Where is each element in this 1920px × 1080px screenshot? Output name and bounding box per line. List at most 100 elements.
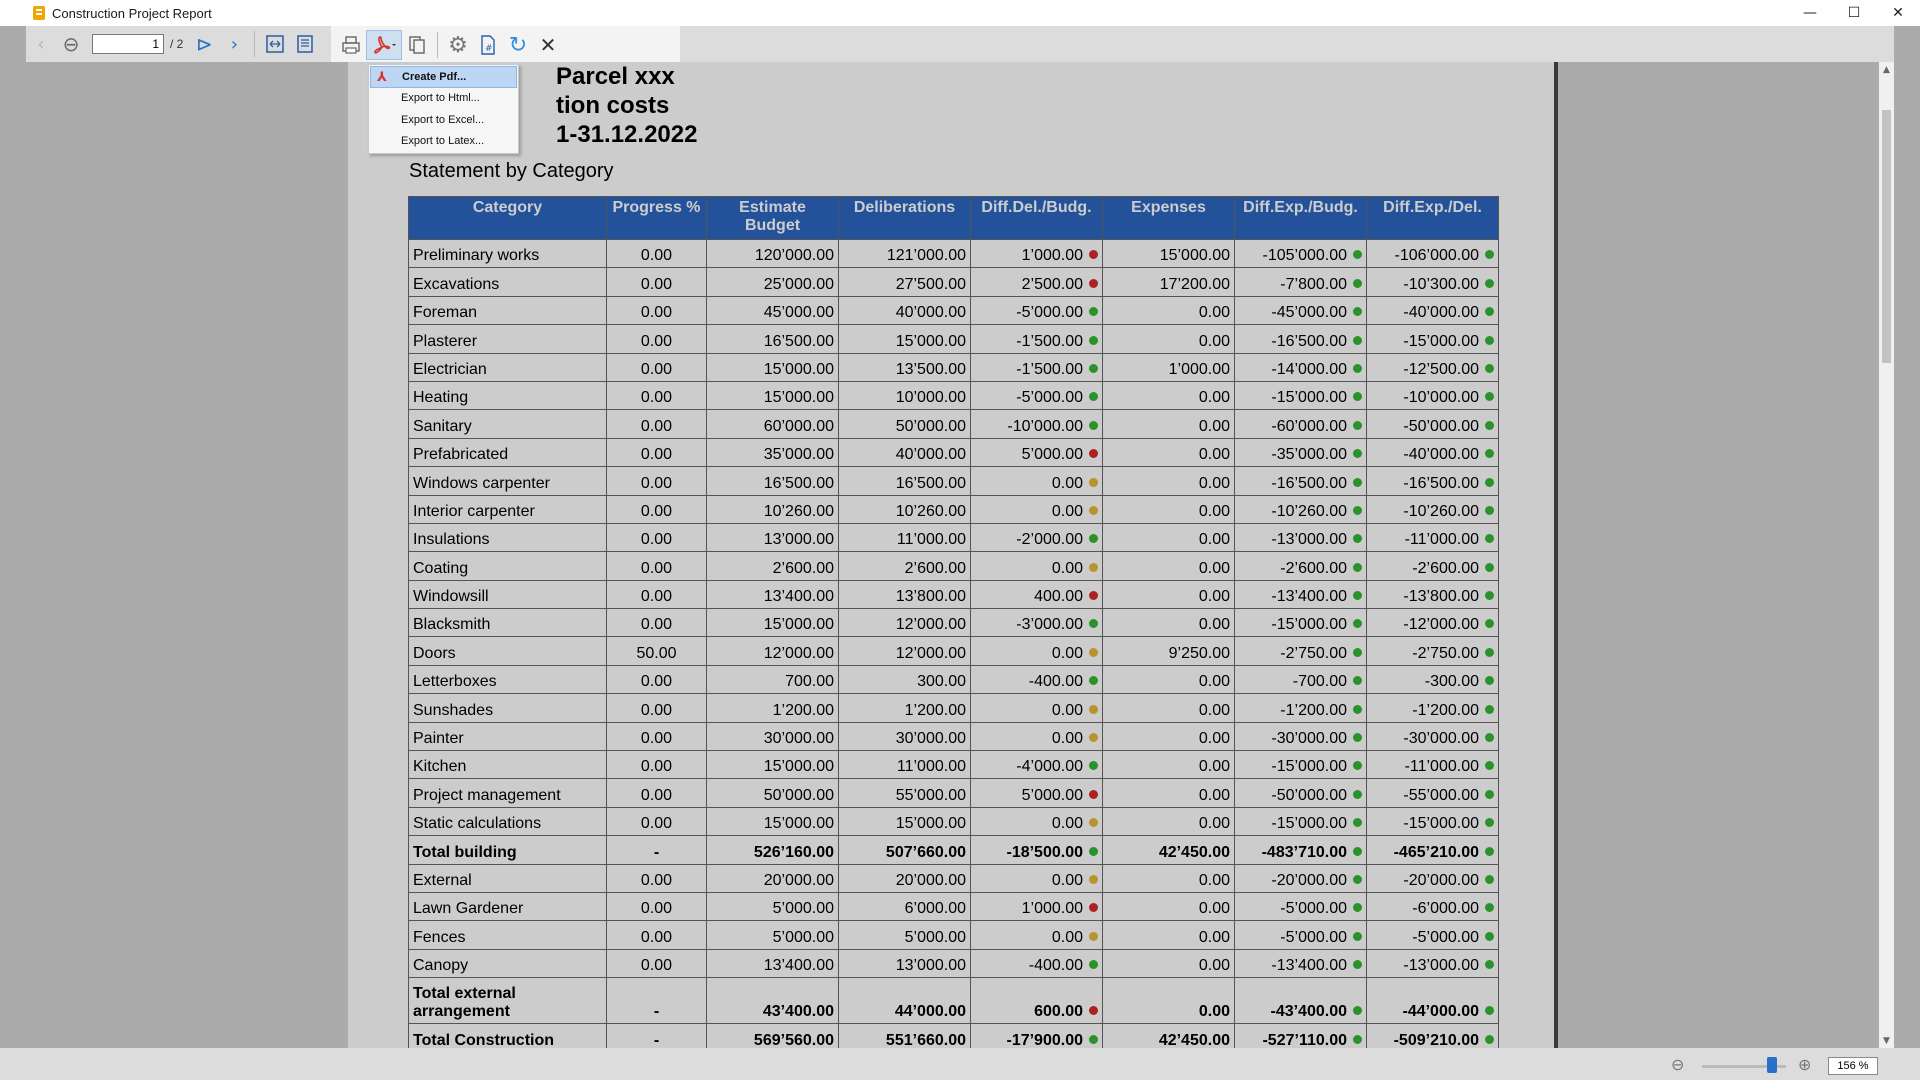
status-dot-icon	[1089, 278, 1098, 288]
menu-item-create-pdf[interactable]: ⅄ Create Pdf...	[370, 66, 517, 88]
zoom-out-icon[interactable]: ⊖	[1671, 1055, 1685, 1074]
status-dot-icon	[1089, 534, 1098, 544]
menu-item-export-latex[interactable]: Export to Latex...	[370, 131, 517, 153]
cell-value: 1’000.00	[1168, 360, 1230, 378]
status-dot-icon	[1353, 704, 1362, 714]
table-cell: -3’000.00	[970, 608, 1103, 638]
minimize-button[interactable]: —	[1803, 5, 1817, 21]
menu-item-export-excel[interactable]: Export to Excel...	[370, 109, 517, 131]
table-cell: 9’250.00	[1102, 636, 1235, 666]
page-number-icon[interactable]: #	[473, 30, 503, 60]
table-cell: 507’660.00	[838, 835, 971, 865]
table-cell: Electrician	[408, 352, 607, 382]
cell-value: 15’000.00	[763, 389, 834, 407]
close-icon[interactable]: ✕	[539, 33, 557, 57]
print-icon[interactable]	[336, 30, 366, 60]
cell-value: -10’260.00	[1271, 502, 1347, 520]
cell-value: 0.00	[1198, 446, 1230, 464]
cell-value: 30’000.00	[895, 730, 966, 748]
cell-value: Heating	[413, 389, 469, 407]
table-cell: 15’000.00	[1102, 238, 1235, 269]
cell-value: 10’260.00	[763, 502, 834, 520]
zoom-level[interactable]: 156 %	[1828, 1057, 1878, 1075]
zoom-slider[interactable]	[1702, 1065, 1786, 1068]
cell-value: -11’000.00	[1404, 758, 1479, 776]
cell-value: -2’750.00	[1280, 644, 1347, 662]
menu-item-export-html[interactable]: Export to Html...	[370, 88, 517, 110]
table-cell: -15’000.00	[1366, 324, 1499, 354]
table-cell: -300.00	[1366, 664, 1499, 695]
cell-value: -	[653, 1003, 660, 1021]
cell-value: 700.00	[785, 673, 834, 691]
refresh-icon[interactable]: ↻	[508, 32, 528, 58]
table-cell: -10’000.00	[1366, 380, 1499, 411]
cell-value: 0.00	[1051, 474, 1083, 492]
scroll-thumb[interactable]	[1882, 110, 1891, 363]
table-cell: 13’000.00	[706, 522, 839, 553]
table-cell: Preliminary works	[408, 238, 607, 269]
fit-page-icon[interactable]	[290, 29, 320, 59]
table-cell: 1’000.00	[1102, 352, 1235, 382]
table-cell: 12’000.00	[838, 636, 971, 666]
table-row: Heating 0.00 15’000.00 10’000.00 -5’000.00 0.…	[408, 380, 1499, 411]
first-page-icon[interactable]: ⊖	[62, 32, 80, 56]
cell-value: 0.00	[1198, 332, 1230, 350]
maximize-button[interactable]: ☐	[1847, 5, 1861, 21]
cell-value: 120’000.00	[754, 247, 834, 265]
next-icon[interactable]: ›	[230, 33, 238, 55]
table-cell: 10’260.00	[838, 494, 971, 524]
vertical-scrollbar[interactable]: ▲ ▼	[1879, 62, 1894, 1048]
table-cell: 40’000.00	[838, 437, 971, 468]
table-cell: -15’000.00	[1234, 806, 1367, 837]
table-cell: 121’000.00	[838, 238, 971, 269]
table-row: Preliminary works 0.00 120’000.00 121’000.0…	[408, 238, 1499, 269]
cell-value: 13’400.00	[763, 957, 834, 975]
cell-value: 0.00	[1198, 900, 1230, 918]
pdf-export-icon[interactable]	[366, 30, 402, 60]
status-dot-icon	[1485, 931, 1494, 941]
table-cell: 11’000.00	[838, 750, 971, 780]
table-cell: 0.00	[1102, 721, 1235, 752]
export-toolbar-buttons: ⚙ # ↻ ✕	[336, 28, 563, 62]
table-cell: -10’000.00	[970, 409, 1103, 439]
next-page-icon[interactable]: ⊳	[195, 32, 213, 56]
cell-value: 0.00	[640, 758, 673, 776]
settings-icon[interactable]: ⚙	[448, 32, 468, 58]
cell-value: 0.00	[1051, 928, 1083, 946]
zoom-in-icon[interactable]: ⊕	[1798, 1055, 1812, 1074]
cell-value: 2’500.00	[1021, 275, 1083, 293]
copy-icon[interactable]	[402, 30, 432, 60]
table-cell: Fences	[408, 920, 607, 950]
table-cell: 0.00	[606, 721, 707, 752]
table-cell: -15’000.00	[1234, 608, 1367, 638]
fit-width-icon[interactable]	[260, 29, 290, 59]
close-window-button[interactable]: ✕	[1892, 5, 1904, 21]
cell-value: 0.00	[640, 559, 673, 577]
table-cell: -5’000.00	[970, 295, 1103, 326]
status-dot-icon	[1485, 1006, 1494, 1016]
cell-value: -18’500.00	[1006, 843, 1083, 861]
table-cell: Painter	[408, 721, 607, 752]
status-dot-icon	[1485, 733, 1494, 743]
prev-icon[interactable]: ‹	[37, 33, 45, 55]
scroll-up-icon[interactable]: ▲	[1883, 64, 1890, 75]
status-dot-icon	[1089, 818, 1098, 828]
report-viewer[interactable]: Parcel xxx tion costs 1-31.12.2022 State…	[26, 62, 1894, 1048]
table-cell: Sanitary	[408, 409, 607, 439]
status-dot-icon	[1485, 846, 1494, 856]
cell-value: 0.00	[1051, 730, 1083, 748]
page-number-input[interactable]: 1	[92, 34, 164, 54]
cell-value: 0.00	[640, 616, 673, 634]
scroll-down-icon[interactable]: ▼	[1883, 1035, 1890, 1046]
export-menu: ⅄ Create Pdf... Export to Html... Export…	[368, 64, 519, 154]
table-cell: -6’000.00	[1366, 891, 1499, 922]
cell-value: 300.00	[917, 673, 966, 691]
cell-value: 600.00	[1034, 1003, 1083, 1021]
cell-value: 16’500.00	[895, 474, 966, 492]
cell-value: -15’000.00	[1271, 815, 1347, 833]
zoom-slider-thumb[interactable]	[1767, 1057, 1777, 1073]
cell-value: 15’000.00	[763, 815, 834, 833]
table-cell: 0.00	[606, 324, 707, 354]
table-cell: -50’000.00	[1234, 778, 1367, 808]
table-cell: Prefabricated	[408, 437, 607, 468]
